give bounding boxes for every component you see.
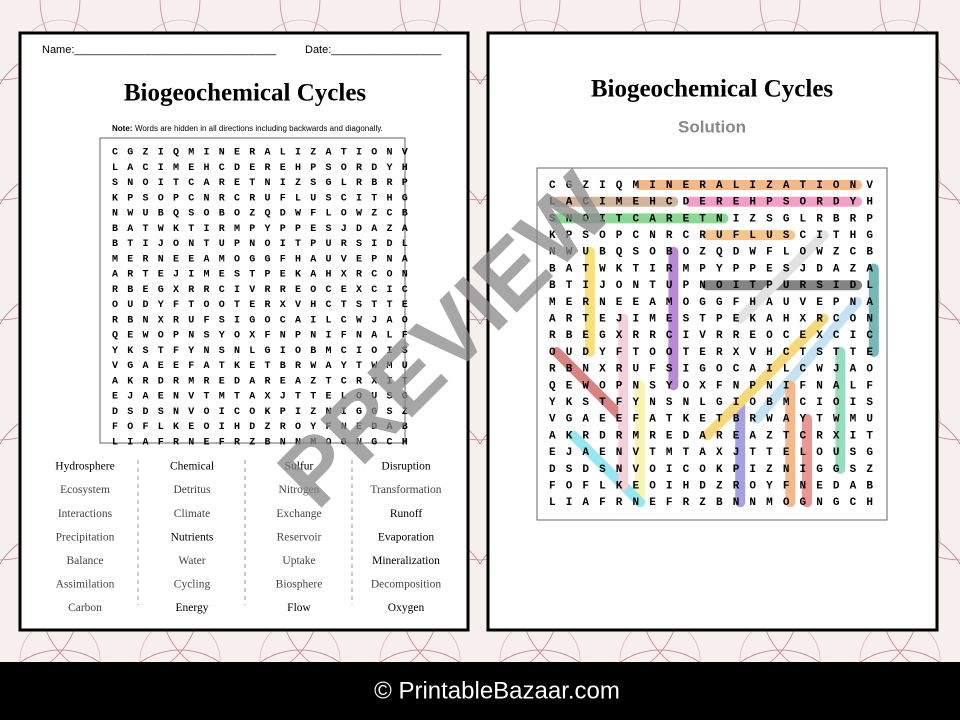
highlight xyxy=(551,347,629,424)
word: Runoff xyxy=(390,508,423,520)
word: Uptake xyxy=(282,555,315,567)
grid-row: EJAENVTMTAXJTTELOUSG xyxy=(112,392,417,403)
grid-row: SNOITCARETNIZSGLRBRP xyxy=(549,213,883,225)
grid-row: BATWKTIRMPYPPESJDAZA xyxy=(112,224,417,235)
word: Energy xyxy=(175,602,208,614)
grid-row: SNOITCARETNIZSGLRBRP xyxy=(112,178,417,189)
word: Climate xyxy=(174,508,210,520)
word: Ecosystem xyxy=(60,484,110,496)
grid-row: LIAFRNEFRZBNNMOGNGCH xyxy=(549,497,883,509)
grid-row: EJAENVTMTAXJTTELOUSG xyxy=(549,447,883,459)
word: Mineralization xyxy=(372,555,440,567)
grid-row: OUDYFTOOTERXVHCTSTTE xyxy=(112,300,417,311)
word: Assimilation xyxy=(56,579,115,591)
grid-row: DSDSNVOICOKPIZNIGGSZ xyxy=(549,464,883,476)
word: Disruption xyxy=(381,461,430,473)
date-field: Date:__________________ xyxy=(305,44,442,56)
word: Cycling xyxy=(174,579,211,591)
grid-row: KPSOPCNRCRUFLUSCITHG xyxy=(549,230,883,242)
word: Oxygen xyxy=(388,602,425,614)
grid-row: BTIJONTUPNOITPURSIDL xyxy=(112,239,417,250)
separators xyxy=(137,460,353,605)
word: Water xyxy=(178,555,205,567)
word: Reservoir xyxy=(277,531,322,543)
grid-row: MERNEEAMOGGFHAUVEPNA xyxy=(112,254,417,265)
solution-page xyxy=(486,31,939,632)
worksheet-page xyxy=(18,31,470,632)
note-label: Note: xyxy=(112,124,132,133)
word: Carbon xyxy=(68,602,102,614)
note: Words are hidden in all directions inclu… xyxy=(135,124,383,133)
word: Evaporation xyxy=(378,531,434,543)
grid-row: OUDYFTOOTERXVHCTSTTE xyxy=(549,347,883,359)
grid-row: YKSTFYNSNLGIOBMCIOIS xyxy=(112,346,417,357)
word: Detritus xyxy=(173,484,211,496)
content: CGZIQMINERALIZATIONV LACIMEHCDEREHPSORDYH… xyxy=(55,148,883,615)
grid-row: NWUBQSOBOZQDWFLOWZCB xyxy=(549,247,883,259)
highlight xyxy=(701,313,829,441)
grid-row: AKRDRMREDAREAZTCRXIT xyxy=(549,430,883,442)
grid-row: LACIMEHCDEREHPSORDYH xyxy=(112,163,417,174)
subtitle: Solution xyxy=(678,117,746,136)
word: Nitrogen xyxy=(279,484,320,496)
grid-row: RBEGXRRCIVRREOCEXCIC xyxy=(549,330,883,342)
word: Sulfur xyxy=(285,461,314,473)
word: Biosphere xyxy=(276,579,323,591)
grid-row: KPSOPCNRCRUFLUSCITHG xyxy=(112,193,417,204)
grid-row: FOFLKEOIHDZROYFNEDAB xyxy=(112,422,417,433)
grid-row: QEWOPNSYOXFNPNIFNALF xyxy=(549,380,883,392)
grid-row: BATWKTIRMPYPPESJDAZA xyxy=(549,263,883,275)
grid-box xyxy=(536,167,888,521)
grid-row: RBNXRUFSIGOCAILCWJAO xyxy=(549,364,883,376)
highlight xyxy=(751,296,863,424)
grid-row: BTIJONTUPNOITPURSIDL xyxy=(549,280,883,292)
grid-row: AKRDRMREDAREAZTCRXIT xyxy=(112,376,417,387)
word: Chemical xyxy=(170,461,214,473)
grid-row: NWUBQSOBOZQDWFLOWZCB xyxy=(112,209,417,220)
word: Hydrosphere xyxy=(55,461,114,473)
grid-row: LACIMEHCDEREHPSORDYH xyxy=(549,197,883,209)
highlights xyxy=(551,180,879,508)
grid-row: VGAEEFATKETBRWAYTWMU xyxy=(112,361,417,372)
title: Biogeochemical Cycles xyxy=(591,76,834,103)
word: Precipitation xyxy=(56,531,115,543)
word: Balance xyxy=(66,555,103,567)
name-field: Name:_________________________________ xyxy=(42,44,277,56)
footer-bar xyxy=(0,662,960,720)
grid-row: MERNEEAMOGGFHAUVEPNA xyxy=(549,297,883,309)
grid-box xyxy=(99,137,406,444)
word: Interactions xyxy=(58,508,113,520)
grid-row: CGZIQMINERALIZATIONV xyxy=(549,180,883,192)
grid-row: RBEGXRRCIVRREOCEXCIC xyxy=(112,285,417,296)
word: Exchange xyxy=(276,508,321,520)
word: Nutrients xyxy=(171,531,214,543)
highlight xyxy=(735,230,829,324)
grid-row: FOFLKEOIHDZROYFNEDAB xyxy=(549,481,883,493)
word: Decomposition xyxy=(371,579,442,591)
title: Biogeochemical Cycles xyxy=(124,80,367,107)
grid-row: DSDSNVOICOKPIZNIGGSZ xyxy=(112,407,417,418)
grid-row: ARTEJIMESTPEKAHXRCON xyxy=(112,270,417,281)
grid-row: LIAFRNEFRZBNNMOGNGCH xyxy=(112,437,417,448)
footer: © PrintableBazaar.com xyxy=(374,677,620,704)
word: Transformation xyxy=(370,484,441,496)
grid-row: VGAEEFATKETBRWAYTWMU xyxy=(549,414,883,426)
highlight xyxy=(568,430,645,508)
grid-row: QEWOPNSYOXFNPNIFNALF xyxy=(112,331,417,342)
grid-row: RBNXRUFSIGOCAILCWJAO xyxy=(112,315,417,326)
grid-row: CGZIQMINERALIZATIONV xyxy=(112,148,417,159)
grid-row: YKSTFYNSNLGIOBMCIOIS xyxy=(549,397,883,409)
word: Flow xyxy=(287,602,311,614)
grid-row: ARTEJIMESTPEKAHXRCON xyxy=(549,314,883,326)
